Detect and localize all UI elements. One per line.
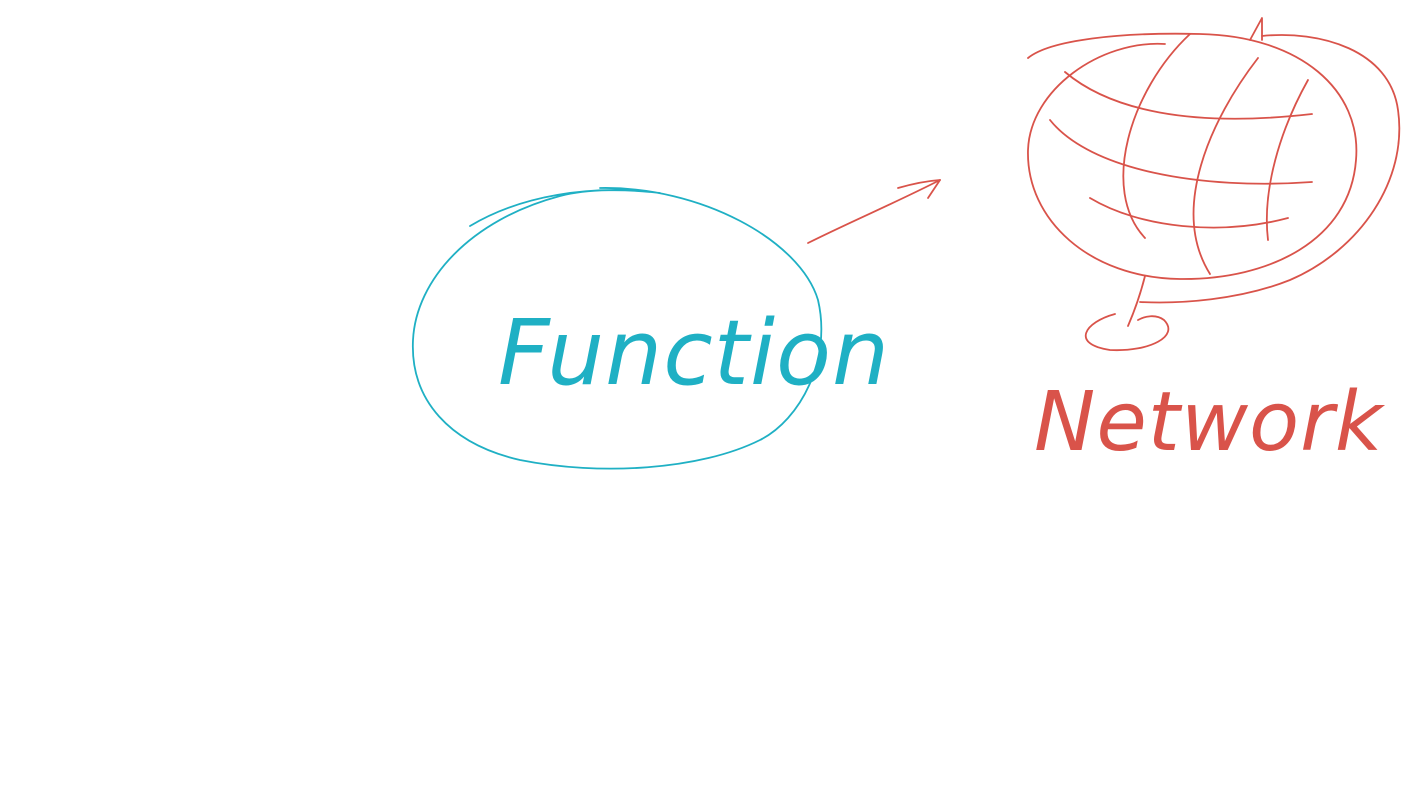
arrow-edge [807,179,941,244]
function-ellipse [412,187,823,470]
globe-icon [1027,17,1401,351]
arrow-shaft [807,179,941,244]
network-node: Network [1027,17,1401,470]
function-node: Function [412,187,890,470]
function-label: Function [498,301,890,406]
network-label: Network [1034,375,1386,470]
arrow-head [897,179,941,199]
